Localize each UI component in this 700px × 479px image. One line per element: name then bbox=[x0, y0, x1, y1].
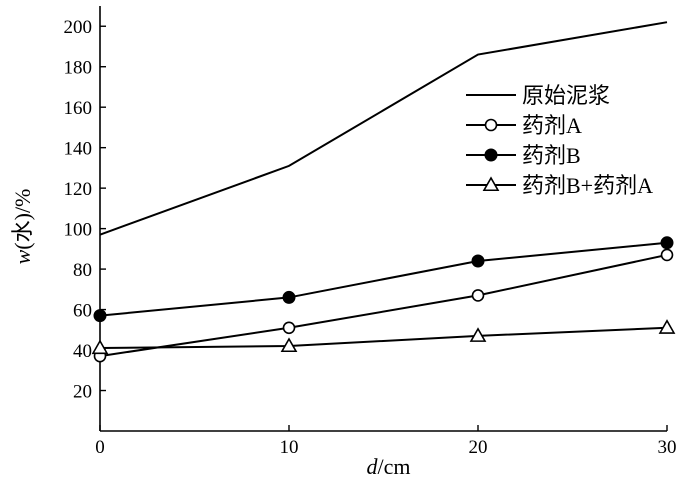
series-2 bbox=[93, 236, 674, 323]
series-1 bbox=[93, 248, 674, 363]
data-point bbox=[658, 319, 676, 334]
legend-entry: 原始泥浆 bbox=[466, 83, 610, 108]
legend-entry: 药剂B bbox=[466, 143, 581, 168]
series-line bbox=[99, 253, 668, 358]
legend-label: 药剂B+药剂A bbox=[522, 173, 653, 198]
x-tick-label: 0 bbox=[95, 437, 105, 458]
series-3 bbox=[91, 319, 676, 355]
series-group bbox=[91, 21, 676, 363]
y-tick-label: 20 bbox=[73, 382, 92, 403]
y-tick-label: 180 bbox=[64, 58, 93, 79]
y-tick-label: 80 bbox=[73, 260, 92, 281]
y-tick-label: 100 bbox=[64, 220, 93, 241]
data-point bbox=[660, 236, 674, 250]
series-line bbox=[99, 241, 668, 317]
y-axis-label: w(水)/% bbox=[10, 189, 35, 265]
data-point bbox=[482, 176, 500, 192]
x-tick-label: 20 bbox=[469, 437, 488, 458]
data-point bbox=[469, 327, 487, 342]
y-tick-label: 160 bbox=[64, 98, 93, 119]
ticks: 20 40 60 80 100 120 140 160 180 200 0 10 20 30 bbox=[64, 17, 677, 458]
data-point bbox=[91, 339, 109, 355]
series-0 bbox=[99, 21, 668, 236]
data-point bbox=[280, 337, 298, 353]
y-tick-label: 200 bbox=[64, 17, 93, 38]
data-point bbox=[282, 321, 296, 335]
data-point bbox=[484, 118, 498, 132]
y-tick-label: 60 bbox=[73, 301, 92, 322]
legend-label: 原始泥浆 bbox=[522, 83, 610, 108]
data-point bbox=[471, 289, 485, 302]
x-tick-label: 30 bbox=[658, 437, 677, 458]
legend-label: 药剂B bbox=[522, 143, 581, 168]
series-line bbox=[99, 326, 668, 350]
x-tick-label: 10 bbox=[280, 437, 299, 458]
data-point bbox=[484, 148, 498, 162]
data-point bbox=[282, 290, 296, 304]
data-point bbox=[93, 309, 107, 323]
series-line bbox=[99, 21, 668, 236]
legend-label: 药剂A bbox=[522, 113, 582, 138]
y-tick-label: 120 bbox=[64, 179, 93, 200]
data-point bbox=[471, 254, 485, 268]
x-axis-label: d/cm bbox=[367, 454, 411, 479]
data-point bbox=[660, 248, 674, 262]
y-tick-label: 40 bbox=[73, 341, 92, 362]
y-tick-label: 140 bbox=[64, 139, 93, 160]
axes bbox=[99, 6, 667, 432]
legend-entry: 药剂B+药剂A bbox=[466, 173, 653, 198]
legend-entry: 药剂A bbox=[466, 113, 582, 138]
